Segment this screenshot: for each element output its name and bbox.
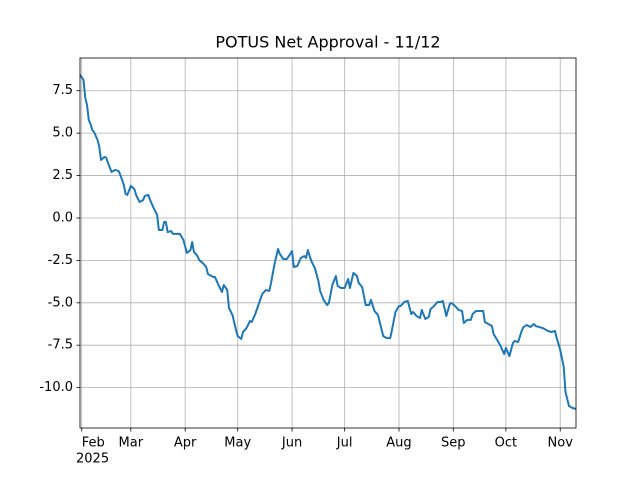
- y-tick-label: 7.5: [52, 83, 73, 98]
- y-tick-label: 2.5: [52, 168, 73, 183]
- plot-frame: [79, 57, 577, 429]
- x-tick-label: Apr: [174, 436, 197, 451]
- x-tick-label: May: [224, 436, 251, 451]
- y-tick-label: -2.5: [48, 253, 73, 268]
- x-tick-label: Jul: [336, 436, 353, 451]
- y-tick-label: -10.0: [39, 380, 73, 395]
- y-tick-label: 0.0: [52, 210, 73, 225]
- x-tick-label: Oct: [495, 436, 517, 451]
- x-tick-label: Feb: [82, 436, 105, 451]
- y-tick-label: -5.0: [48, 295, 73, 310]
- line-series: [79, 74, 577, 410]
- y-tick-label: 5.0: [52, 126, 73, 141]
- x-offset-label: 2025: [76, 452, 109, 467]
- x-tick-label: Jun: [281, 436, 302, 451]
- chart-title: POTUS Net Approval - 11/12: [215, 33, 440, 52]
- x-tick-label: Aug: [386, 436, 411, 451]
- x-tick-label: Mar: [119, 436, 144, 451]
- y-tick-label: -7.5: [48, 338, 73, 353]
- x-tick-label: Sep: [441, 436, 466, 451]
- x-tick-label: Nov: [548, 436, 574, 451]
